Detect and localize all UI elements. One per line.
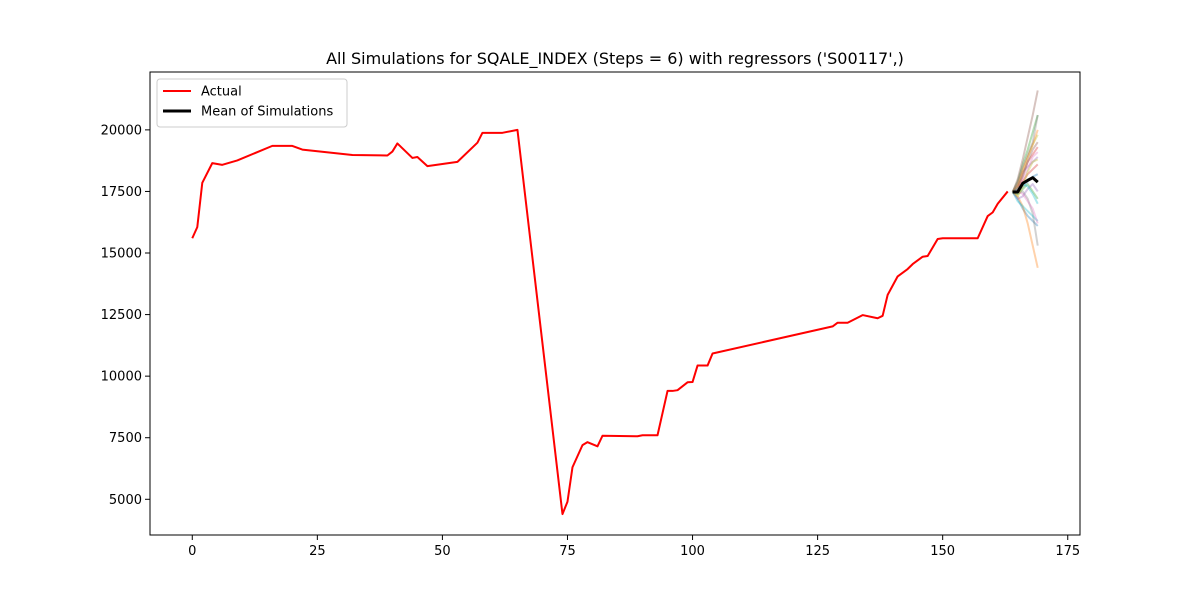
y-tick-label: 17500 xyxy=(101,185,142,200)
series-line-actual xyxy=(191,128,1009,516)
simulation-line xyxy=(1011,183,1039,200)
series-line-mean xyxy=(1012,176,1039,194)
chart-title: All Simulations for SQALE_INDEX (Steps =… xyxy=(326,49,904,69)
y-tick-label: 15000 xyxy=(101,247,142,262)
simulation-line xyxy=(1011,129,1039,193)
simulation-line xyxy=(1011,191,1039,222)
x-tick-label: 175 xyxy=(1055,544,1080,559)
axes-frame xyxy=(149,71,1081,536)
x-tick-label: 50 xyxy=(434,544,451,559)
simulation-line xyxy=(1011,191,1039,227)
simulation-line xyxy=(1012,183,1039,205)
legend-label-mean: Mean of Simulations xyxy=(201,105,333,120)
legend: Actual Mean of Simulations xyxy=(156,78,348,128)
y-tick-label: 20000 xyxy=(101,123,142,138)
x-tick-label: 100 xyxy=(680,544,705,559)
simulation-line xyxy=(1011,141,1039,193)
y-tick-label: 12500 xyxy=(101,308,142,323)
data-layer xyxy=(191,90,1039,516)
legend-label-actual: Actual xyxy=(201,85,242,100)
simulation-line xyxy=(1012,158,1039,198)
simulation-line xyxy=(1011,90,1039,193)
simulation-line xyxy=(1012,190,1039,246)
y-tick-label: 7500 xyxy=(109,431,142,446)
y-tick-label: 10000 xyxy=(101,370,142,385)
legend-box xyxy=(156,78,348,128)
x-tick-label: 0 xyxy=(188,544,196,559)
x-tick-label: 150 xyxy=(930,544,955,559)
axes: 0 25 50 75 100 125 150 175 5000 7500 10000 12500 150… xyxy=(101,71,1081,559)
simulation-line xyxy=(1012,183,1039,200)
x-tick-label: 25 xyxy=(309,544,326,559)
simulation-line xyxy=(1011,114,1039,193)
simulation-line xyxy=(1012,191,1039,269)
plot-area xyxy=(191,90,1039,516)
simulation-line xyxy=(1011,134,1039,193)
simulation-line xyxy=(1012,163,1039,193)
x-tick-label: 75 xyxy=(559,544,576,559)
x-tick-label: 125 xyxy=(805,544,830,559)
y-tick-label: 5000 xyxy=(109,493,142,508)
simulation-line xyxy=(1011,114,1039,193)
simulation-line xyxy=(1012,146,1039,193)
simulation-line xyxy=(1011,156,1039,193)
